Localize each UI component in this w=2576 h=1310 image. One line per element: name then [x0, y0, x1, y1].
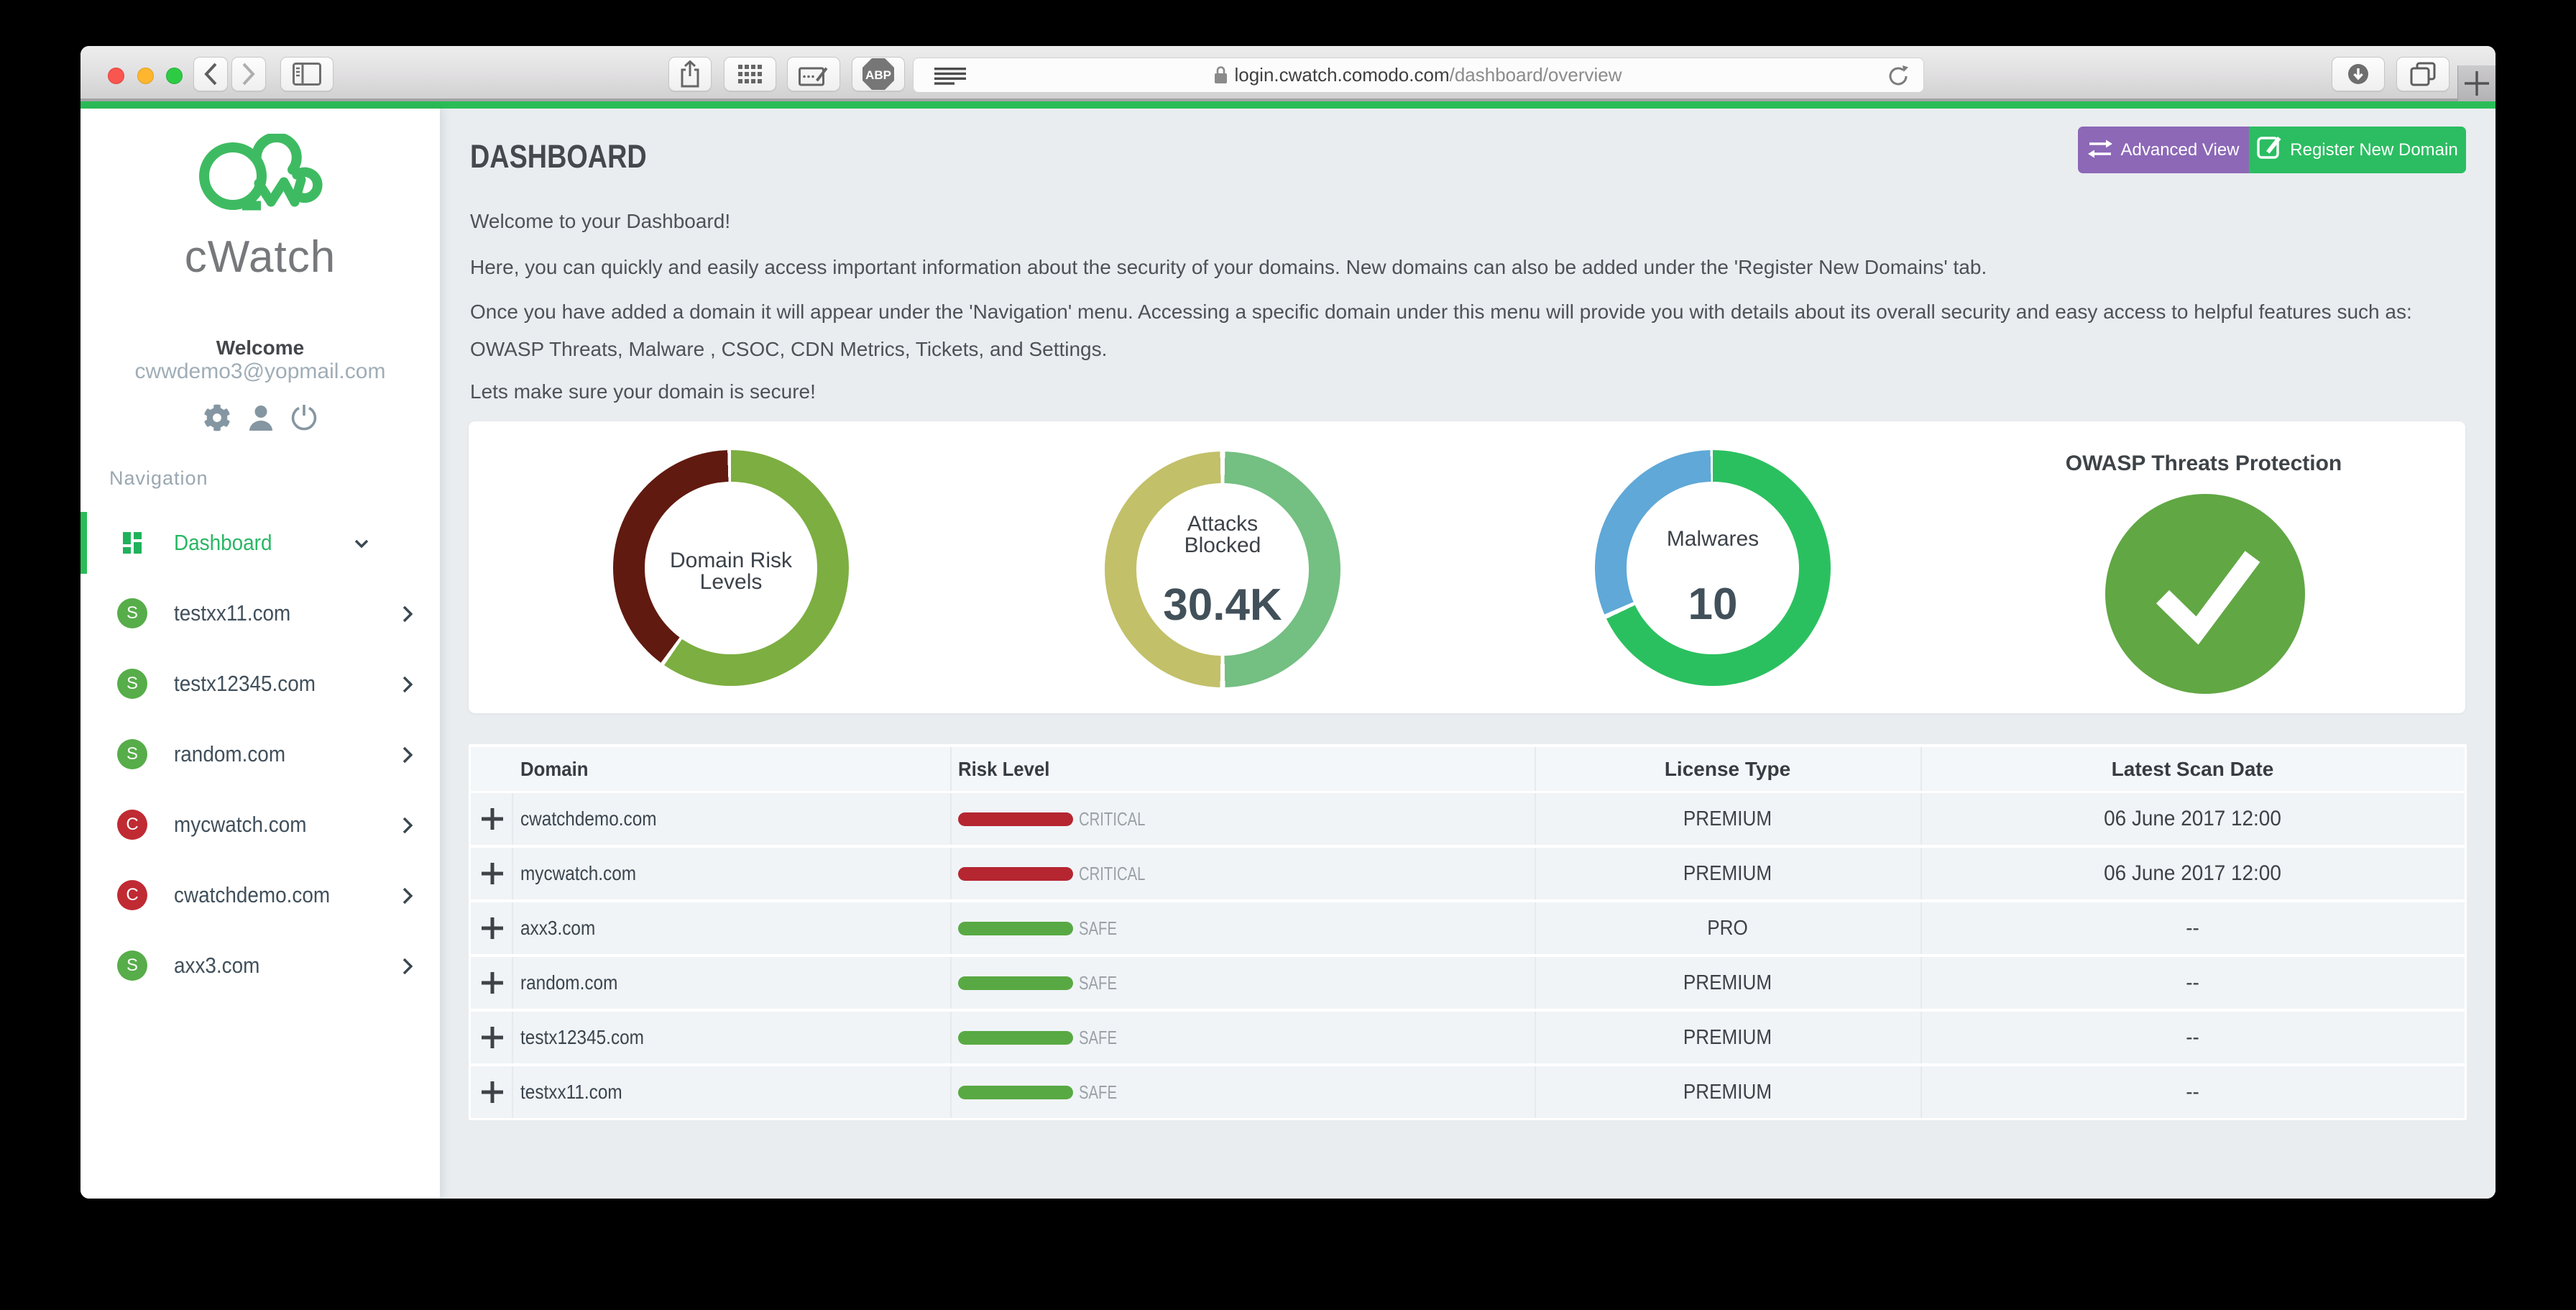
- svg-text:ABP: ABP: [865, 68, 891, 82]
